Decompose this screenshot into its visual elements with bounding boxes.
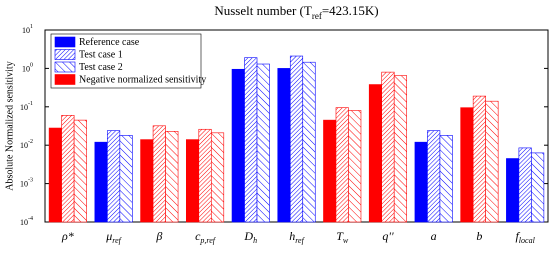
bar [439,135,453,223]
y-tick-exponent: 0 [30,63,33,69]
x-tick-sub: w [343,236,349,245]
bar [256,63,270,223]
y-tick-base: 10 [22,64,30,73]
x-tick-base: c [195,229,201,243]
bar [61,115,75,223]
legend-label: Test case 1 [79,49,123,60]
legend-swatch [54,36,76,48]
bar [531,152,545,223]
bar [244,57,258,223]
y-tick-base: 10 [20,141,28,150]
x-tick-base: β [155,229,162,243]
x-tick-base: a [431,229,437,243]
legend-swatch [54,74,76,85]
bar [48,127,62,223]
bar [393,75,408,223]
x-tick-base: f [515,229,520,243]
x-tick-sub: local [519,236,536,245]
bar [210,132,225,223]
x-tick-label: b [476,229,482,243]
title-part: Nusselt number (T [214,3,312,18]
y-tick-label: 101 [22,24,33,34]
x-tick-base: h [289,229,295,243]
legend-box [50,33,202,89]
y-tick-label: 10-1 [20,101,33,111]
bar [506,158,520,223]
bar [152,125,166,223]
bar [140,139,154,223]
bar [277,68,291,223]
y-tick-base: 10 [20,218,28,227]
legend-swatch [54,61,76,73]
x-tick-label: flocal [515,229,535,246]
x-tick-base: D [243,229,253,243]
x-tick-label: a [431,229,437,243]
x-tick-base: q'' [382,229,394,243]
x-tick-base: μ [105,229,112,243]
x-tick-sub: p,ref [199,236,216,245]
bar [485,100,499,223]
bar [335,107,349,223]
y-tick-label: 10-2 [20,140,33,150]
bar [94,141,108,223]
y-tick-base: 10 [20,103,28,112]
y-tick-label: 10-3 [20,178,33,188]
legend-label: Reference case [79,37,140,48]
legend-label: Test case 2 [79,62,123,73]
bar [368,84,383,223]
bar [107,130,121,223]
bar [460,107,474,223]
bar [73,119,87,223]
bar [119,135,133,223]
bar [472,95,486,223]
bar [348,110,362,223]
bar [185,139,200,223]
x-tick-label: μref [105,229,122,246]
title-part: ref [312,11,322,21]
chart-title: Nusselt number (Tref=423.15K) [214,3,378,21]
y-tick-exponent: -4 [28,216,33,222]
legend-swatch [54,49,76,60]
x-tick-sub: ref [295,236,305,245]
bar [198,128,212,223]
x-tick-base: T [336,229,344,243]
bar [414,141,428,223]
bar [289,55,304,223]
y-tick-exponent: 1 [30,24,33,30]
y-tick-base: 10 [22,26,30,35]
bar [323,119,337,223]
y-tick-label: 10-4 [20,216,33,226]
x-tick-label: Dh [243,229,257,246]
x-tick-label: β [155,229,162,243]
x-tick-label: ρ* [61,229,74,243]
bar [302,61,316,223]
x-tick-base: ρ* [61,229,74,243]
legend-label: Negative normalized sensitivity [79,74,206,85]
bar [231,68,245,223]
bar [165,131,179,223]
y-tick-exponent: -3 [28,178,33,184]
x-tick-label: href [289,229,305,246]
x-tick-base: b [476,229,482,243]
x-tick-label: cp,ref [195,229,217,246]
x-tick-sub: h [253,236,257,245]
y-tick-label: 100 [22,63,33,73]
y-axis-label: Absolute Normalized sensitivity [4,61,15,190]
y-tick-base: 10 [20,179,28,188]
y-tick-exponent: -2 [28,140,33,146]
bar [518,147,532,223]
x-tick-label: Tw [336,229,349,246]
x-tick-label: q'' [382,229,394,243]
y-tick-exponent: -1 [28,101,33,107]
x-tick-sub: ref [112,236,122,245]
title-part: =423.15K) [322,3,379,18]
bar [381,71,395,223]
bar [427,130,441,223]
